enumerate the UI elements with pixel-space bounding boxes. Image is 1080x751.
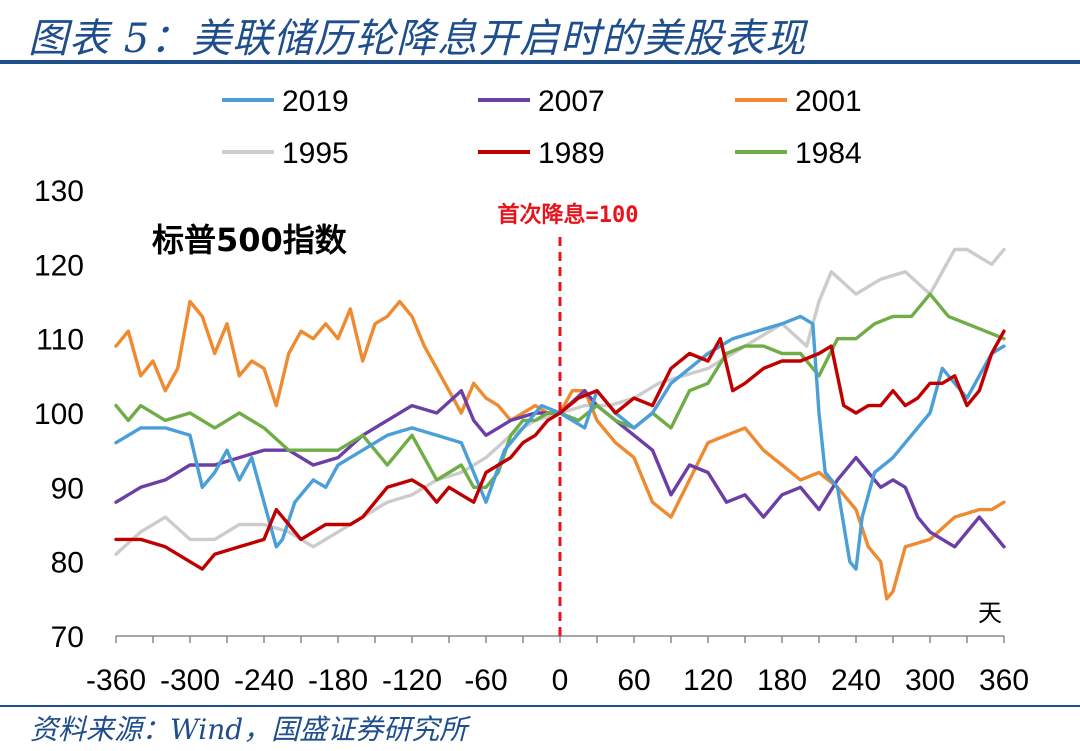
legend-item-2007: 2007 (478, 85, 605, 118)
legend-label: 1995 (282, 137, 349, 170)
legend-item-1989: 1989 (478, 137, 605, 170)
y-tick-label: 80 (51, 547, 84, 580)
rate-cut-label: 首次降息=100 (498, 202, 639, 228)
y-tick-label: 100 (34, 398, 84, 431)
legend-item-1984: 1984 (735, 137, 862, 170)
x-tick-label: 240 (831, 664, 881, 697)
x-axis: -360 -300 -240 -180 -120 -60 0 60 120 180 240 300 36… (86, 635, 1029, 697)
y-tick-label: 130 (34, 175, 84, 208)
y-axis: 70 80 90 100 110 120 130 (34, 175, 84, 654)
series-line-2019 (114, 314, 1006, 571)
chart-legend: 2019 2007 2001 1995 1989 1984 (222, 85, 862, 170)
x-tick-label: -180 (308, 664, 368, 697)
legend-label: 1984 (795, 137, 862, 170)
x-tick-label: -60 (464, 664, 507, 697)
x-tick-label: 120 (683, 664, 733, 697)
series-line-2001 (114, 299, 1006, 601)
rate-cut-marker: 首次降息=100 (498, 202, 639, 636)
legend-label: 2007 (538, 85, 605, 118)
source-rule (0, 705, 1080, 707)
legend-item-2001: 2001 (735, 85, 862, 118)
legend-item-2019: 2019 (222, 85, 349, 118)
x-tick-label: 180 (757, 664, 807, 697)
series-line-1989 (114, 329, 1006, 571)
y-tick-label: 120 (34, 249, 84, 282)
legend-item-1995: 1995 (222, 137, 349, 170)
sp500-line-chart: 2019 2007 2001 1995 1989 1984 70 80 90 100 110 120… (34, 85, 1029, 697)
legend-label: 2019 (282, 85, 349, 118)
y-tick-label: 70 (51, 621, 84, 654)
x-tick-label: -120 (382, 664, 442, 697)
y-tick-label: 110 (36, 324, 84, 357)
x-tick-label: -360 (86, 664, 146, 697)
x-tick-label: 60 (617, 664, 650, 697)
chart-title: 标普500指数 (152, 221, 348, 259)
y-tick-label: 90 (51, 472, 84, 505)
x-tick-label: 300 (905, 664, 955, 697)
series-lines (114, 247, 1006, 601)
x-tick-label: -240 (234, 664, 294, 697)
x-tick-label: 0 (552, 664, 569, 697)
x-tick-label: -300 (160, 664, 220, 697)
legend-label: 2001 (795, 85, 862, 118)
source-note: 资料来源：Wind，国盛证券研究所 (30, 713, 468, 746)
legend-label: 1989 (538, 137, 605, 170)
title-rule (0, 60, 1080, 64)
figure-title: 图表 5：美联储历轮降息开启时的美股表现 (28, 16, 807, 62)
x-tick-label: 360 (979, 664, 1029, 697)
x-unit-label: 天 (978, 599, 1002, 627)
